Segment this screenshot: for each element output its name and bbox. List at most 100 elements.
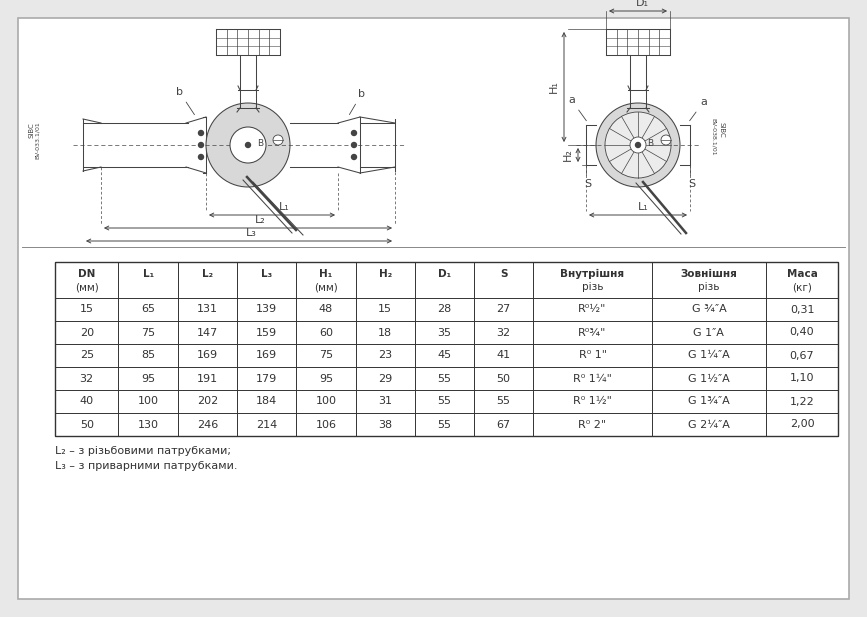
Text: 75: 75 <box>319 350 333 360</box>
Text: BV-038.1/01: BV-038.1/01 <box>711 118 716 156</box>
Text: D₁: D₁ <box>636 0 649 8</box>
Text: 41: 41 <box>497 350 511 360</box>
Text: 38: 38 <box>378 420 392 429</box>
Text: різь: різь <box>582 282 603 292</box>
Circle shape <box>199 154 204 160</box>
Text: H₂: H₂ <box>379 269 392 279</box>
Text: (мм): (мм) <box>75 282 99 292</box>
Text: (кг): (кг) <box>792 282 812 292</box>
Text: 169: 169 <box>197 350 218 360</box>
Text: 0,40: 0,40 <box>790 328 814 337</box>
Text: 48: 48 <box>319 305 333 315</box>
Bar <box>55 262 838 436</box>
Text: L₁: L₁ <box>142 269 153 279</box>
Text: R⁰ 2": R⁰ 2" <box>578 420 607 429</box>
Circle shape <box>661 135 671 145</box>
Text: L₃: L₃ <box>261 269 272 279</box>
Text: 18: 18 <box>378 328 392 337</box>
Text: BV-033.1/01: BV-033.1/01 <box>35 121 40 159</box>
Circle shape <box>351 143 356 147</box>
Text: 100: 100 <box>316 397 336 407</box>
Text: 15: 15 <box>378 305 392 315</box>
Text: b: b <box>176 87 194 115</box>
Circle shape <box>596 103 680 187</box>
Circle shape <box>206 103 290 187</box>
Text: 15: 15 <box>80 305 94 315</box>
Circle shape <box>199 131 204 136</box>
Text: 95: 95 <box>319 373 333 384</box>
Text: 60: 60 <box>319 328 333 337</box>
Circle shape <box>199 143 204 147</box>
Text: 75: 75 <box>141 328 155 337</box>
Text: 147: 147 <box>197 328 218 337</box>
Text: R⁰ 1": R⁰ 1" <box>578 350 607 360</box>
Text: 40: 40 <box>80 397 94 407</box>
Text: 35: 35 <box>437 328 452 337</box>
Text: R⁰¾": R⁰¾" <box>578 328 607 337</box>
Text: B: B <box>257 138 263 147</box>
Text: R⁰ 1¼": R⁰ 1¼" <box>573 373 612 384</box>
Text: 50: 50 <box>497 373 511 384</box>
Text: a: a <box>689 97 707 121</box>
Text: G 2¼″A: G 2¼″A <box>688 420 730 429</box>
Circle shape <box>630 137 646 153</box>
Text: 25: 25 <box>80 350 94 360</box>
Text: L₁: L₁ <box>278 202 290 212</box>
Text: 55: 55 <box>497 397 511 407</box>
Text: 1,10: 1,10 <box>790 373 814 384</box>
Text: G 1½″A: G 1½″A <box>688 373 730 384</box>
Text: SIBC: SIBC <box>718 122 724 138</box>
Text: 28: 28 <box>437 305 452 315</box>
Text: G 1¾″A: G 1¾″A <box>688 397 730 407</box>
Text: G 1″A: G 1″A <box>694 328 724 337</box>
Text: S: S <box>500 269 507 279</box>
Text: L₂: L₂ <box>202 269 213 279</box>
Text: Зовнішня: Зовнішня <box>681 269 737 279</box>
Text: 139: 139 <box>256 305 277 315</box>
Text: 55: 55 <box>437 397 452 407</box>
Text: 202: 202 <box>197 397 218 407</box>
Text: 0,67: 0,67 <box>790 350 814 360</box>
Circle shape <box>273 135 283 145</box>
Text: Внутрішня: Внутрішня <box>560 269 624 279</box>
Text: 2,00: 2,00 <box>790 420 814 429</box>
Circle shape <box>245 143 251 147</box>
Text: DN: DN <box>78 269 95 279</box>
Text: (мм): (мм) <box>314 282 338 292</box>
Text: S: S <box>584 179 591 189</box>
Text: 45: 45 <box>437 350 452 360</box>
Text: 130: 130 <box>138 420 159 429</box>
Text: 67: 67 <box>497 420 511 429</box>
Circle shape <box>636 143 641 147</box>
Text: 50: 50 <box>80 420 94 429</box>
Text: L₂: L₂ <box>255 215 265 225</box>
Text: 27: 27 <box>497 305 511 315</box>
Text: 214: 214 <box>256 420 277 429</box>
Text: a: a <box>568 95 586 121</box>
Text: різь: різь <box>698 282 720 292</box>
Text: SIBC: SIBC <box>28 122 34 138</box>
Text: b: b <box>349 89 365 115</box>
Text: 65: 65 <box>141 305 155 315</box>
Text: 246: 246 <box>197 420 218 429</box>
Text: 191: 191 <box>197 373 218 384</box>
Circle shape <box>351 154 356 160</box>
Text: H₂: H₂ <box>563 149 573 162</box>
Text: 100: 100 <box>138 397 159 407</box>
Circle shape <box>605 112 671 178</box>
Text: D₁: D₁ <box>438 269 451 279</box>
Text: 31: 31 <box>378 397 392 407</box>
Text: 23: 23 <box>378 350 392 360</box>
Text: L₁: L₁ <box>637 202 649 212</box>
Text: R⁰½": R⁰½" <box>578 305 607 315</box>
Text: 32: 32 <box>80 373 94 384</box>
Text: R⁰ 1½": R⁰ 1½" <box>573 397 612 407</box>
Text: Маса: Маса <box>786 269 818 279</box>
Text: G 1¼″A: G 1¼″A <box>688 350 730 360</box>
Text: H₁: H₁ <box>549 81 559 93</box>
Text: 184: 184 <box>256 397 277 407</box>
Text: 159: 159 <box>256 328 277 337</box>
Text: 29: 29 <box>378 373 392 384</box>
Text: 1,22: 1,22 <box>790 397 814 407</box>
Text: 131: 131 <box>197 305 218 315</box>
